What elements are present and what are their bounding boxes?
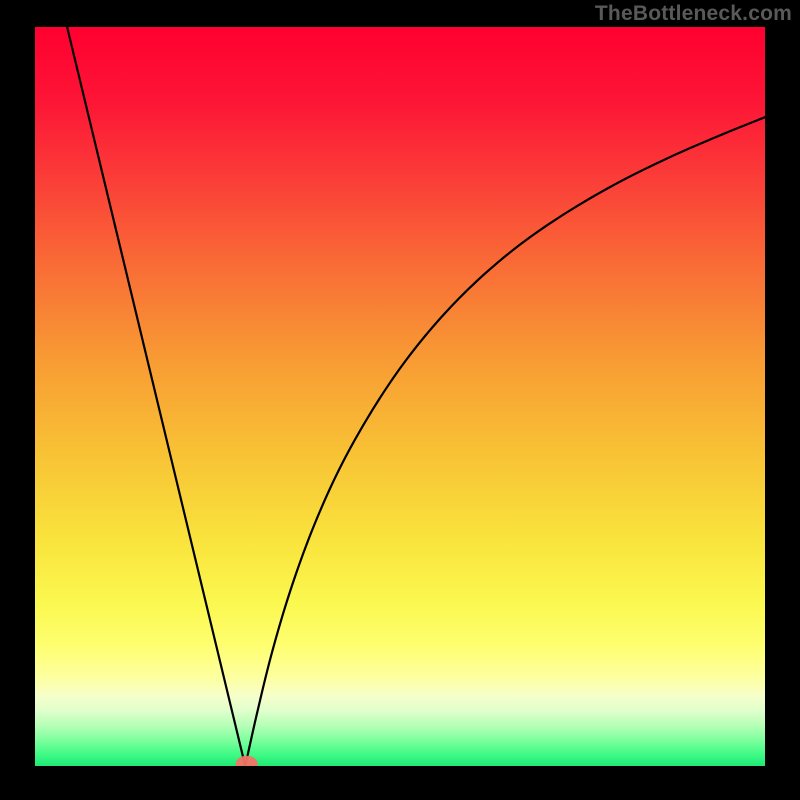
chart-background xyxy=(35,27,765,766)
chart-svg xyxy=(35,27,765,766)
chart-plot-area xyxy=(35,27,765,766)
watermark-text: TheBottleneck.com xyxy=(595,2,792,26)
